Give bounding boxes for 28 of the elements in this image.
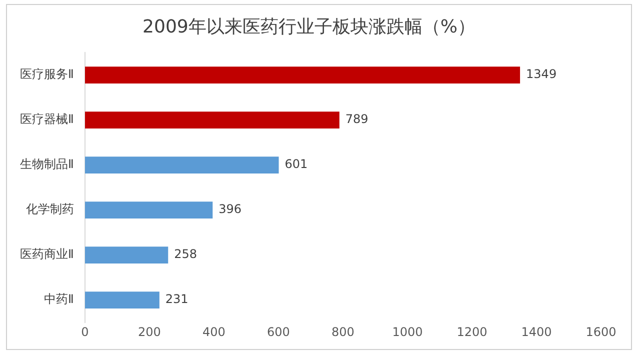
data-label: 258 [174,247,198,262]
y-tick-label: 医疗服务Ⅱ [20,67,74,82]
bar [84,156,279,174]
y-tick-label: 化学制药 [26,202,74,216]
x-tick-label: 1600 [586,324,616,339]
data-label: 231 [165,292,188,306]
y-tick-label: 医药商业Ⅱ [20,247,74,262]
bar [84,112,340,129]
x-tick-label: 400 [202,324,226,339]
x-tick-label: 0 [81,324,89,339]
data-label: 1349 [526,67,557,82]
y-tick-label: 生物制品Ⅱ [20,157,74,172]
x-tick-label: 200 [138,324,161,339]
x-tick-label: 800 [332,324,354,339]
bar [84,246,168,264]
data-label: 789 [345,112,368,126]
x-tick-label: 1400 [521,324,552,339]
x-tick-label: 600 [266,324,290,339]
x-tick-label: 1200 [456,324,488,339]
bar [84,292,160,309]
bar [84,202,213,219]
y-tick-label: 中药Ⅱ [44,292,74,306]
x-tick-label: 1000 [392,324,423,339]
chart-title: 2009年以来医药行业子板块涨跌幅（%） [142,16,476,38]
data-label: 396 [218,202,242,216]
y-tick-label: 医疗器械Ⅱ [20,112,74,126]
bar [84,66,520,84]
data-label: 601 [284,157,308,172]
